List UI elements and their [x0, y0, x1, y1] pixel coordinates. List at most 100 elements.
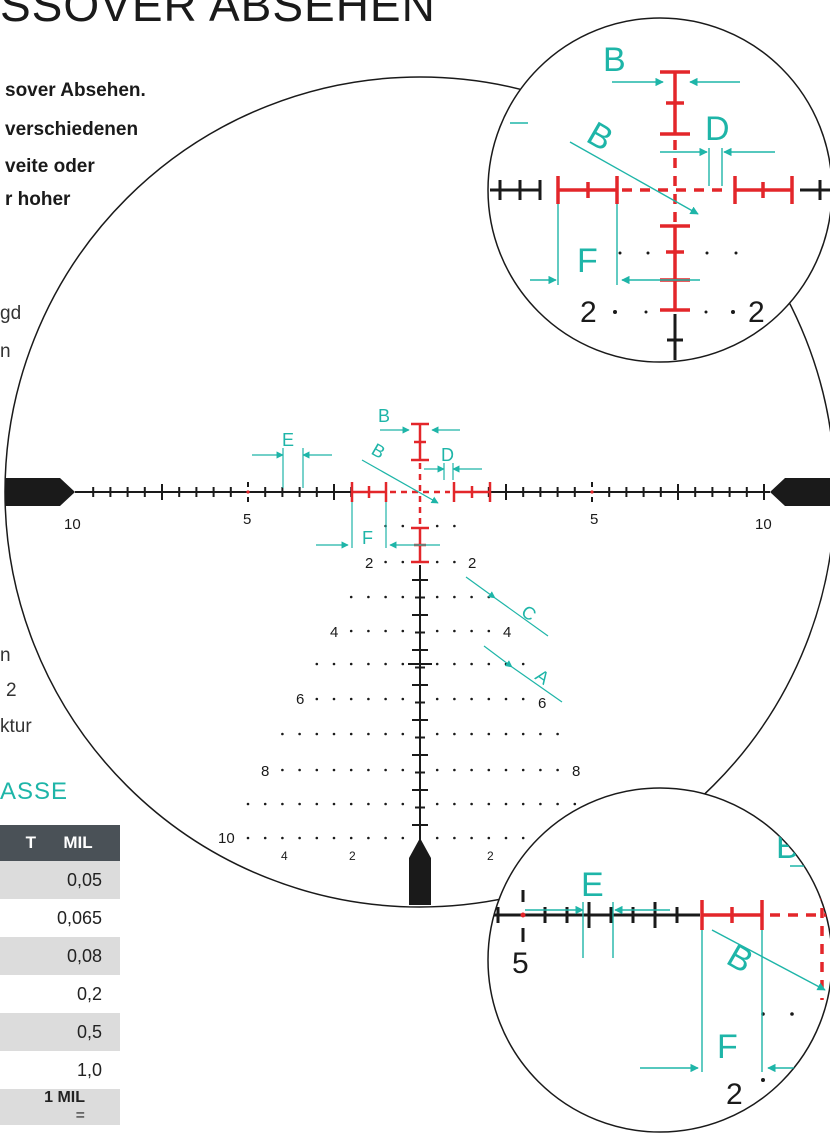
scale-10-right: 10 [755, 516, 772, 533]
holdover-dot [401, 629, 405, 633]
zoom1-callout-d: D [705, 110, 730, 148]
holdover-dot [263, 836, 267, 840]
table-row: 0,065 [56, 907, 102, 928]
holdover-dot [367, 836, 370, 840]
holdover-dot [367, 662, 370, 666]
holdover-dot [504, 836, 508, 840]
holdover-dot [367, 768, 370, 772]
horizontal-ticks [92, 482, 765, 502]
holdover-dot [298, 802, 301, 806]
holdover-dot [315, 732, 319, 736]
holdover-dot [435, 662, 439, 666]
table-row: 0,08 [0, 937, 120, 975]
holdover-dot [487, 802, 491, 806]
holdover-dot [298, 836, 301, 840]
holdover-dot [349, 836, 353, 840]
holdover-dot [453, 662, 456, 666]
holdover-dot [539, 802, 542, 806]
holdover-dot [435, 629, 439, 633]
left-fragment-3: n [0, 645, 11, 666]
holdover-dot [281, 732, 284, 736]
holdover-dot [470, 802, 473, 806]
footer-rest: = [75, 1107, 85, 1124]
holdover-dot [470, 836, 473, 840]
table-row: 0,05 [0, 861, 120, 899]
holdover-dot [315, 662, 319, 666]
holdover-dot [487, 629, 491, 633]
holdover-dot [332, 836, 336, 840]
holdover-dot [281, 802, 284, 806]
zoom2-num-2: 2 [726, 1078, 743, 1111]
holdover-dot [521, 768, 525, 772]
holdover-dot [401, 524, 405, 528]
holdover-dot [453, 836, 456, 840]
zoom-circle-bottom: E B B F 5 2 [487, 787, 830, 1133]
holdover-dot [401, 768, 405, 772]
holdover-dot [487, 768, 491, 772]
holdover-dot [556, 732, 559, 736]
holdover-dot [487, 697, 491, 701]
intro-line-1: sover Absehen. [5, 80, 146, 101]
holdover-dot [435, 802, 439, 806]
holdover-dot [315, 836, 319, 840]
holdover-dot [349, 768, 353, 772]
row-2-right: 2 [468, 555, 476, 572]
holdover-dot [453, 629, 456, 633]
holdover-dot [487, 595, 491, 599]
holdover-dot [332, 662, 336, 666]
holdover-dot [367, 629, 370, 633]
zoom2-num-5: 5 [512, 947, 529, 980]
holdover-dot [367, 802, 370, 806]
holdover-dot [453, 768, 456, 772]
holdover-dot [281, 836, 284, 840]
holdover-dot [470, 629, 473, 633]
callout-e: E [282, 430, 294, 450]
holdover-dot [487, 662, 491, 666]
callout-d: D [441, 445, 454, 465]
left-fragment-1: gd [0, 303, 22, 324]
holdover-dot [384, 732, 387, 736]
holdover-dot [315, 802, 319, 806]
row-10-left: 10 [218, 830, 235, 847]
holdover-dot [367, 595, 370, 599]
scale-10-left: 10 [64, 516, 81, 533]
holdover-dot [453, 595, 456, 599]
holdover-dot [384, 836, 387, 840]
spec-table: T MIL 0,05 0,065 0,08 0,2 0,5 1,0 1 MIL … [0, 825, 120, 1125]
vertical-ticks [408, 579, 432, 826]
holdover-dot [453, 560, 456, 564]
wind-2-right: 2 [487, 849, 494, 863]
table-header-left: T [0, 825, 36, 861]
table-header-mil: MIL [36, 825, 120, 861]
callout-b-top: B [378, 406, 390, 426]
scale-5-right: 5 [590, 511, 598, 528]
holdover-dot [521, 802, 525, 806]
holdover-dot [401, 836, 405, 840]
holdover-dot [521, 697, 525, 701]
holdover-dot [556, 768, 559, 772]
holdover-dot [401, 560, 405, 564]
holdover-dot [401, 697, 405, 701]
left-post [5, 478, 75, 506]
holdover-dot [435, 595, 439, 599]
holdover-dot [384, 629, 387, 633]
holdover-dot [470, 697, 473, 701]
table-row: 0,5 [0, 1013, 120, 1051]
right-post [770, 478, 830, 506]
holdover-dot [315, 768, 319, 772]
zoom2-callout-e: E [581, 866, 604, 904]
holdover-dot [384, 595, 387, 599]
holdover-dot [349, 732, 353, 736]
callouts [252, 426, 563, 703]
scale-5-left: 5 [243, 511, 251, 528]
left-fragment-2: n [0, 341, 11, 362]
holdover-dot [435, 697, 439, 701]
holdover-dot [504, 697, 508, 701]
intro-line-3: veite oder [5, 156, 95, 177]
footer-bold: 1 MIL [44, 1089, 85, 1106]
holdover-dot [332, 697, 336, 701]
holdover-dot [246, 836, 250, 840]
bottom-post [409, 838, 431, 905]
holdover-dot [281, 768, 284, 772]
